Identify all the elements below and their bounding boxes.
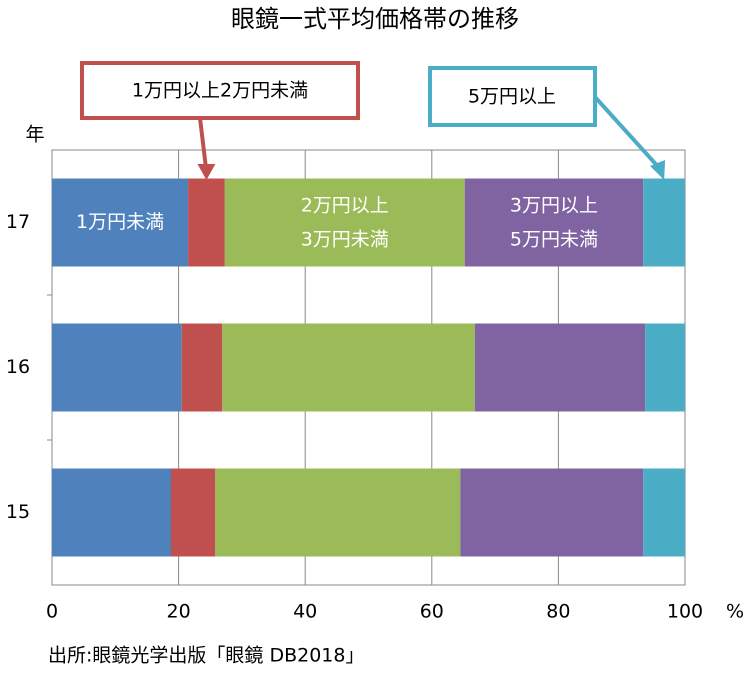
- callout-arrowhead: [650, 160, 666, 180]
- callout-box: [80, 61, 360, 120]
- series-label: 1万円以上2万円未満: [132, 80, 308, 102]
- chart-title: 眼鏡一式平均価格帯の推移: [231, 5, 519, 33]
- y-tick-label: 17: [6, 211, 30, 233]
- callout-arrow: [593, 95, 663, 172]
- y-tick-label: 16: [6, 356, 30, 378]
- series-label: 3万円以上 5万円未満: [510, 194, 598, 250]
- bar-segment: [52, 178, 189, 267]
- bar-segment: [645, 323, 685, 412]
- x-unit: %: [726, 601, 744, 623]
- x-tick-label: 20: [167, 601, 191, 623]
- bar-segment: [171, 468, 216, 557]
- bar-segment: [643, 468, 685, 557]
- x-tick-label: 80: [546, 601, 570, 623]
- callout-arrow: [198, 117, 209, 173]
- series-label: 2万円以上 3万円未満: [301, 194, 389, 250]
- bar-segment: [464, 178, 644, 267]
- callout-arrowhead: [197, 164, 216, 180]
- x-tick-label: 40: [293, 601, 317, 623]
- y-axis-label: 年: [25, 124, 44, 146]
- bar-segment: [460, 468, 644, 557]
- x-tick-label: 0: [46, 601, 58, 623]
- y-tick-label: 15: [6, 501, 30, 523]
- bar-segment: [222, 323, 475, 412]
- bar-segment: [215, 468, 461, 557]
- callout-box: [428, 66, 597, 127]
- bar-segment: [643, 178, 685, 267]
- bar-segment: [52, 468, 172, 557]
- source-note: 出所:眼鏡光学出版「眼鏡 DB2018」: [48, 645, 364, 667]
- x-tick-label: 60: [420, 601, 444, 623]
- series-label: 1万円未満: [76, 211, 164, 233]
- bar-segment: [224, 178, 465, 267]
- bar-segment: [474, 323, 646, 412]
- bar-segment: [188, 178, 225, 267]
- x-tick-label: 100: [667, 601, 703, 623]
- bar-segment: [181, 323, 223, 412]
- bar-segment: [52, 323, 182, 412]
- series-label: 5万円以上: [468, 86, 556, 108]
